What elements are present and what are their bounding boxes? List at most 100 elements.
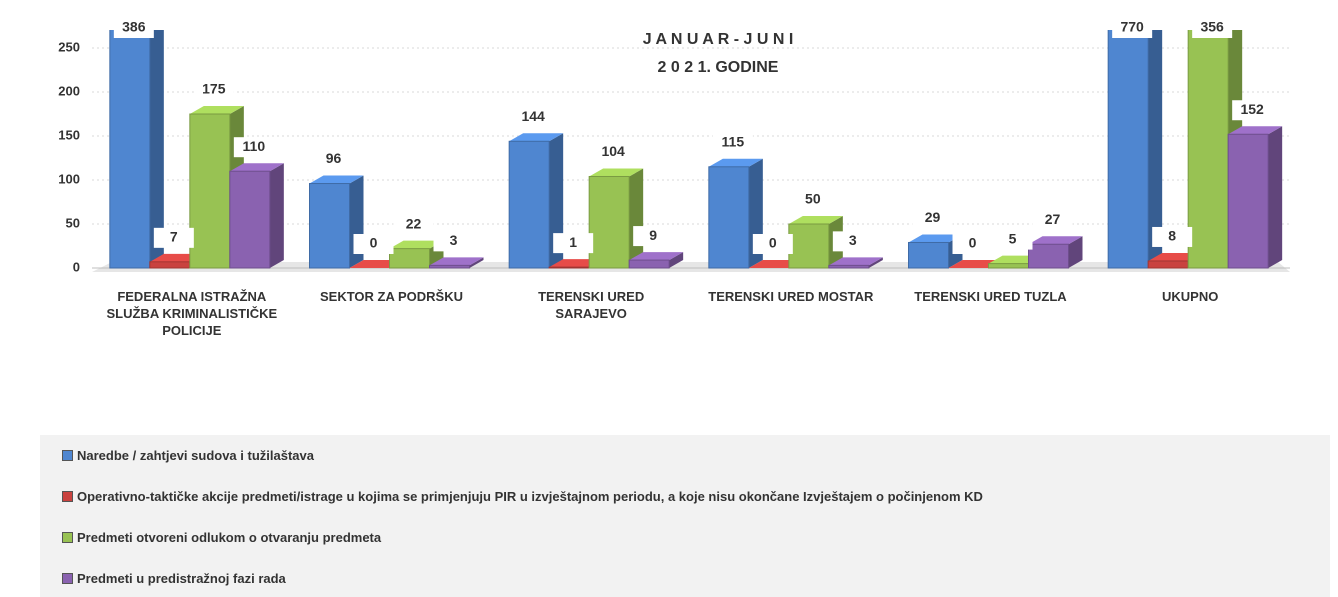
bar-side [1268, 126, 1283, 269]
bar-top [589, 168, 644, 177]
data-label: 152 [1240, 101, 1264, 117]
data-label-box [353, 234, 394, 254]
data-label: 3 [450, 232, 458, 248]
x-tick-label: TERENSKI URED MOSTAR [708, 289, 874, 304]
bar [1107, 30, 1149, 269]
data-label-box [712, 132, 753, 153]
bar-top [788, 216, 843, 224]
y-tick-label: 0 [73, 259, 80, 274]
bar-top [309, 175, 364, 184]
bar-side [669, 252, 684, 268]
bar-side [868, 257, 883, 268]
bar-side [1148, 30, 1163, 268]
data-label: 5 [1009, 230, 1017, 246]
data-label: 7 [170, 229, 178, 245]
y-tick-label: 50 [66, 215, 80, 230]
chart-title: J A N U A R - J U N I [643, 31, 794, 48]
bar-top [189, 106, 244, 114]
data-label: 9 [649, 227, 657, 243]
data-label: 144 [521, 108, 545, 124]
data-label: 50 [805, 191, 821, 207]
data-label: 29 [925, 209, 941, 225]
y-tick-label: 150 [58, 127, 80, 142]
bar-side [1068, 236, 1083, 268]
legend-label: Predmeti u predistražnoj fazi rada [77, 571, 286, 586]
legend-swatch [62, 450, 73, 461]
legend-item: Operativno-taktičke akcije predmeti/istr… [62, 489, 983, 504]
data-label: 8 [1168, 228, 1176, 244]
bar [429, 264, 470, 269]
data-labels: 386 7 175 110 96 0 22 3 144 1 104 9 115 0 50 3 29 0 5 27 770… [113, 18, 1273, 254]
data-label-box [153, 227, 194, 248]
bar [708, 166, 750, 269]
data-label-box [113, 18, 154, 38]
bar [1187, 30, 1229, 269]
bar [1028, 243, 1069, 269]
data-label: 27 [1045, 211, 1061, 227]
bar [149, 261, 191, 269]
bar [628, 259, 670, 269]
legend-swatch [62, 532, 73, 543]
data-label-box [553, 233, 594, 254]
data-label-box [832, 231, 873, 252]
data-label-box [992, 229, 1033, 250]
data-label: 0 [769, 235, 777, 251]
data-label-box [313, 149, 354, 170]
bar [828, 264, 870, 269]
bar-side [149, 30, 164, 268]
data-label-box [912, 208, 953, 229]
bar-side [349, 175, 364, 268]
x-tick-label: SEKTOR ZA PODRŠKU [319, 289, 463, 304]
data-label-box [1232, 100, 1273, 121]
bar [508, 140, 550, 269]
data-label-box [233, 137, 274, 158]
bar-side [269, 163, 284, 268]
bar [548, 266, 590, 269]
data-label-box [792, 190, 833, 210]
data-label: 110 [243, 138, 266, 154]
bar [309, 183, 350, 269]
bar [988, 263, 1029, 269]
data-label-box [513, 107, 554, 128]
bars [109, 30, 1283, 269]
data-label-box [433, 231, 474, 252]
legend-item: Naredbe / zahtjevi sudova i tužilaštava [62, 448, 314, 463]
data-label: 1 [569, 234, 577, 250]
data-label: 0 [370, 235, 378, 251]
data-label-box [1112, 18, 1153, 38]
bar-top [708, 158, 763, 167]
bar [109, 30, 151, 269]
bar-side [629, 168, 644, 268]
bar [788, 223, 830, 269]
bar-top [389, 240, 444, 249]
bar-side [469, 257, 484, 268]
legend-item: Predmeti otvoreni odlukom o otvaranju pr… [62, 530, 381, 545]
bar-top [828, 257, 883, 266]
data-label: 115 [722, 134, 745, 150]
bar [189, 113, 231, 269]
data-label: 104 [601, 143, 625, 159]
data-label-box [952, 234, 993, 254]
bar [588, 175, 630, 269]
data-label: 0 [969, 235, 977, 251]
bar-top [1028, 236, 1083, 245]
bar-top [629, 252, 684, 261]
legend-swatch [62, 573, 73, 584]
chart-subtitle: 2 0 2 1. GODINE [658, 59, 779, 76]
data-label-box [393, 214, 434, 235]
bar-top [1228, 126, 1283, 135]
legend-item: Predmeti u predistražnoj fazi rada [62, 571, 286, 586]
data-label: 96 [326, 150, 342, 166]
data-label: 356 [1200, 19, 1224, 35]
data-label-box [1032, 210, 1073, 231]
data-label: 3 [849, 232, 857, 248]
data-label-box [752, 234, 793, 254]
x-tick-label: TERENSKI URED SARAJEVO [538, 289, 645, 321]
legend-swatch [62, 491, 73, 502]
bar-top [908, 234, 963, 243]
legend-label: Naredbe / zahtjevi sudova i tužilaštava [77, 448, 314, 463]
bar-top [229, 163, 284, 172]
data-label: 22 [406, 215, 422, 231]
